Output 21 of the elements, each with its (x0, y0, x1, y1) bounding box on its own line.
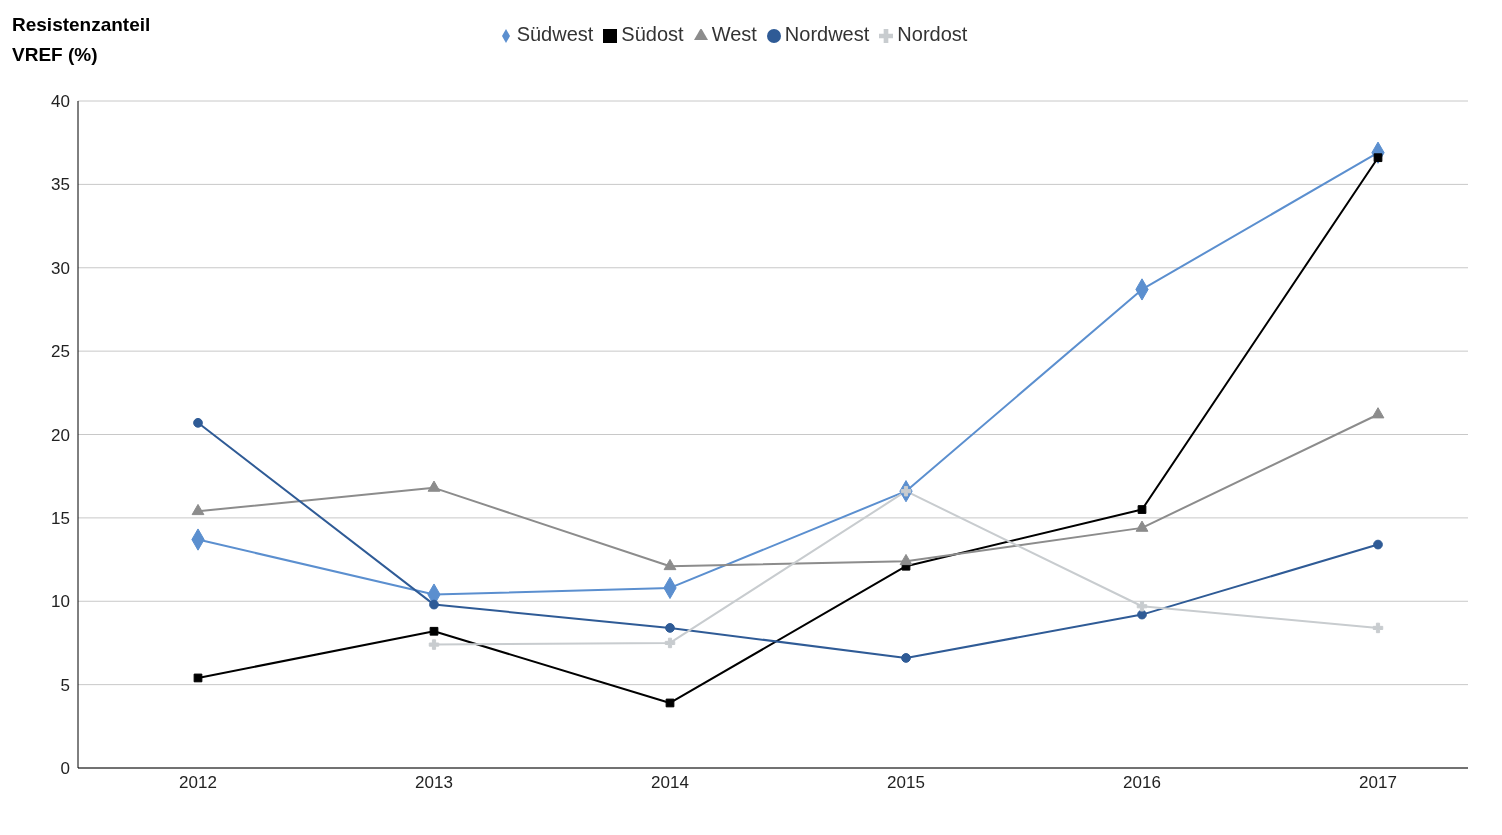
y-tick-label: 0 (60, 759, 70, 779)
legend-label: Südost (621, 23, 684, 45)
y-tick-label: 15 (51, 508, 70, 528)
x-tick-label: 2017 (1359, 773, 1397, 793)
legend-label: Südwest (516, 23, 594, 45)
y-tick-label: 5 (60, 675, 70, 695)
y-tick-label: 30 (51, 258, 70, 278)
x-tick-label: 2014 (651, 773, 689, 793)
legend-label: West (711, 23, 757, 45)
y-tick-label: 35 (51, 175, 70, 195)
legend-label: Nordwest (784, 23, 870, 45)
y-axis-title: Resistenzanteil VREF (%) (12, 13, 152, 67)
x-tick-label: 2013 (415, 773, 453, 793)
x-tick-label: 2016 (1123, 773, 1161, 793)
y-tick-label: 20 (51, 425, 70, 445)
legend-label: Nordost (897, 23, 968, 45)
y-tick-label: 40 (51, 92, 70, 112)
x-tick-label: 2015 (887, 773, 925, 793)
x-tick-label: 2012 (179, 773, 217, 793)
y-tick-label: 25 (51, 342, 70, 362)
y-tick-label: 10 (51, 592, 70, 612)
